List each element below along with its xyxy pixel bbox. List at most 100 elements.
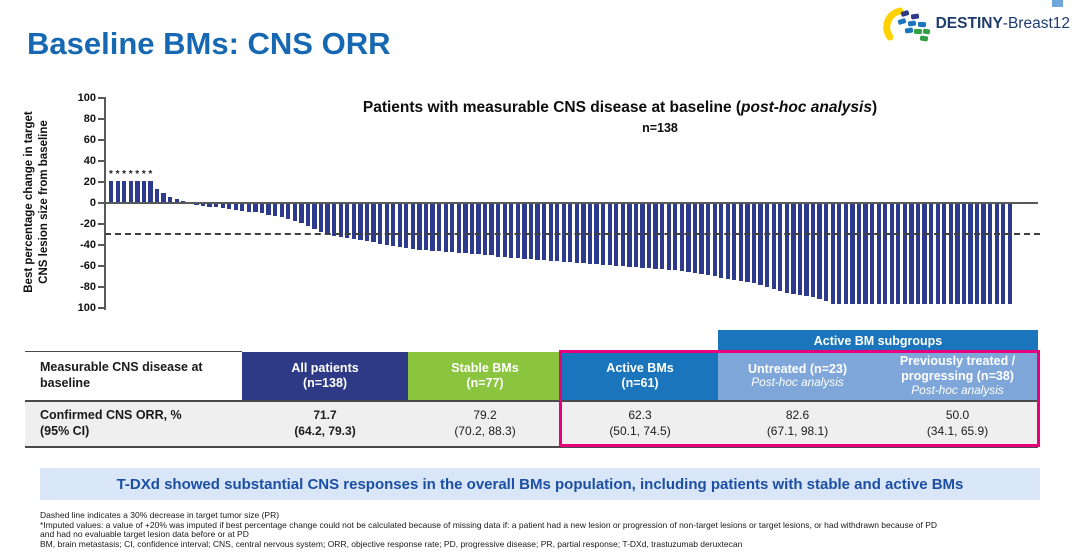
y-tick-mark — [98, 244, 104, 246]
pr-threshold-dashed-line — [105, 233, 1040, 235]
cell-stable-bms-orr: 79.2 (70.2, 88.3) — [408, 402, 562, 446]
waterfall-bar — [673, 204, 678, 271]
cell-all-patients-orr: 71.7 (64.2, 79.3) — [242, 402, 408, 446]
waterfall-bar — [332, 204, 337, 236]
waterfall-bar — [922, 204, 927, 304]
y-axis-label-line1: Best percentage change in target — [23, 111, 35, 293]
waterfall-bar — [646, 204, 652, 269]
waterfall-bar — [364, 204, 370, 241]
waterfall-bar — [463, 204, 468, 254]
waterfall-bar — [902, 204, 908, 304]
waterfall-bar — [200, 204, 206, 207]
waterfall-bar — [496, 204, 501, 257]
y-tick-mark — [98, 286, 104, 288]
waterfall-bar — [863, 204, 868, 304]
waterfall-bar — [482, 204, 488, 256]
untreated-posthoc-note: Post-hoc analysis — [751, 375, 844, 390]
col-header-stable-bms: Stable BMs (n=77) — [408, 352, 562, 400]
active-bms-ci: (50.1, 74.5) — [609, 424, 671, 438]
all-patients-n: (n=138) — [302, 376, 348, 390]
col-header-all-patients: All patients (n=138) — [242, 352, 408, 400]
waterfall-bar — [810, 204, 816, 298]
waterfall-bar — [692, 204, 698, 274]
waterfall-bar — [522, 204, 527, 259]
waterfall-bar — [568, 204, 573, 262]
waterfall-bar — [535, 204, 540, 260]
waterfall-bar — [627, 204, 632, 267]
waterfall-bar — [279, 204, 284, 217]
all-patients-label: All patients — [291, 361, 359, 376]
waterfall-bar — [122, 180, 127, 203]
footnote-dashed-line: Dashed line indicates a 30% decrease in … — [40, 510, 280, 520]
waterfall-bar — [273, 204, 278, 216]
page-title: Baseline BMs: CNS ORR — [27, 26, 391, 61]
waterfall-bar — [837, 204, 842, 304]
active-bms-highlight-box — [559, 350, 1040, 447]
waterfall-bar — [168, 196, 173, 203]
cell-untreated-orr: 82.6 (67.1, 98.1) — [718, 402, 877, 446]
waterfall-bar — [141, 180, 147, 203]
waterfall-bar — [345, 204, 350, 238]
waterfall-bar — [384, 204, 389, 245]
waterfall-bar — [758, 204, 763, 285]
col-header-previously-treated: Previously treated / progressing (n=38) … — [877, 352, 1038, 400]
waterfall-bar — [351, 204, 357, 239]
waterfall-bar — [686, 204, 691, 273]
untreated-ci: (67.1, 98.1) — [766, 424, 829, 438]
previously-treated-orr: 50.0 — [945, 408, 970, 423]
waterfall-bar — [666, 204, 671, 271]
y-tick-mark — [98, 139, 104, 141]
waterfall-bar — [207, 204, 212, 208]
table-row-header: Measurable CNS disease at baseline — [25, 352, 242, 400]
waterfall-bar — [128, 180, 133, 203]
waterfall-bar — [791, 204, 796, 295]
waterfall-bar — [528, 204, 534, 259]
waterfall-bar — [896, 204, 901, 304]
table-bottom-border — [25, 446, 1038, 448]
waterfall-bar — [450, 204, 455, 253]
waterfall-bar — [883, 204, 888, 304]
imputed-asterisk: * — [141, 168, 146, 180]
waterfall-bar — [784, 204, 789, 294]
waterfall-bar — [856, 204, 862, 304]
waterfall-bar — [869, 204, 875, 304]
y-tick-label: -60 — [80, 259, 96, 272]
y-tick-mark — [98, 97, 104, 99]
waterfall-bar — [876, 204, 881, 304]
waterfall-bar — [981, 204, 986, 304]
waterfall-bar — [489, 204, 494, 256]
y-tick-label: 80 — [83, 112, 96, 125]
waterfall-bar — [476, 204, 481, 255]
waterfall-bar — [830, 204, 835, 304]
y-axis-label: Best percentage change in target CNS les… — [22, 96, 58, 308]
footnotes: Dashed line indicates a 30% decrease in … — [40, 510, 1052, 549]
y-tick-mark — [98, 181, 104, 183]
stable-bms-orr: 79.2 — [473, 408, 497, 423]
waterfall-bar — [115, 180, 120, 203]
waterfall-bar — [705, 204, 711, 276]
imputed-asterisk: * — [135, 168, 140, 180]
previously-treated-posthoc-note: Post-hoc analysis — [911, 382, 1004, 397]
waterfall-bar — [430, 204, 435, 252]
waterfall-bar — [174, 198, 179, 203]
y-tick-label: 20 — [83, 175, 96, 188]
waterfall-bar — [541, 204, 547, 260]
destiny-logo-icon — [882, 7, 930, 42]
y-tick-mark — [98, 202, 104, 204]
footnote-imputed-values-cont: and had no evaluable target lesion data … — [40, 529, 249, 540]
waterfall-bar — [660, 204, 665, 270]
y-tick-label: 0 — [89, 196, 96, 209]
waterfall-bar — [909, 204, 914, 304]
waterfall-bar — [509, 204, 514, 258]
y-tick-label: 100 — [77, 91, 96, 104]
waterfall-bar — [299, 204, 304, 223]
waterfall-bar — [515, 204, 521, 258]
waterfall-bar — [915, 204, 921, 304]
waterfall-bar — [843, 204, 849, 304]
waterfall-bar — [1001, 204, 1006, 304]
waterfall-bar — [889, 204, 894, 304]
waterfall-bar — [994, 204, 999, 304]
y-tick-label: -20 — [80, 217, 96, 230]
waterfall-bar — [135, 180, 140, 203]
y-tick-label: 100 — [77, 301, 96, 314]
